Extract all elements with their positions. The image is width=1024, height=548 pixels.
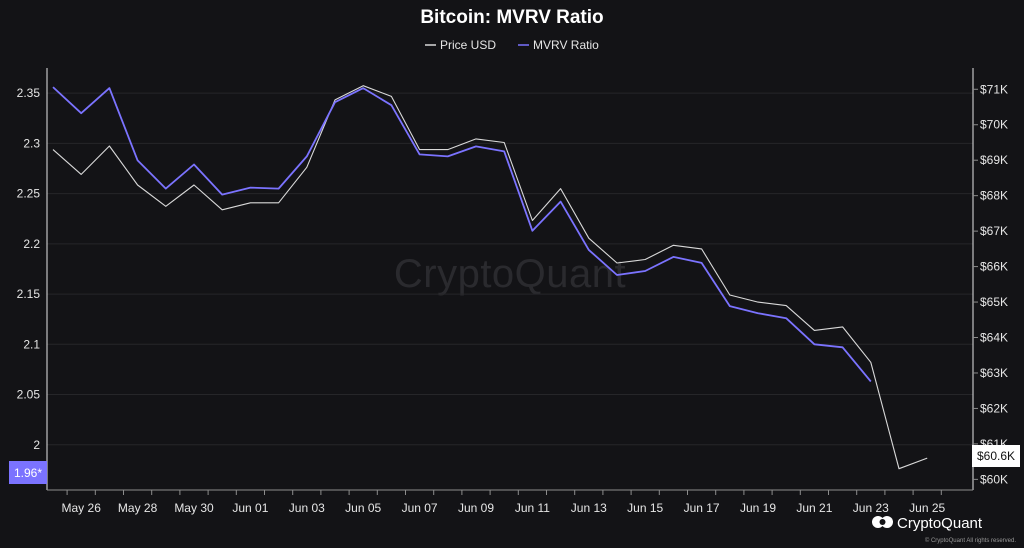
chart-title: Bitcoin: MVRV Ratio	[420, 7, 603, 28]
x-tick-label: May 30	[174, 501, 214, 515]
left-tick-label: 2.2	[23, 237, 40, 251]
right-tick-label: $68K	[980, 189, 1008, 203]
x-tick-label: Jun 23	[853, 501, 889, 515]
grid-lines	[47, 92, 973, 446]
right-value-badge: $60.6K	[972, 445, 1020, 467]
brand: CryptoQuant © CryptoQuant All rights res…	[872, 515, 1016, 544]
x-tick-label: Jun 13	[571, 501, 607, 515]
left-tick-label: 2.05	[17, 388, 41, 402]
x-tick-label: Jun 21	[796, 501, 832, 515]
brand-copyright: © CryptoQuant All rights reserved.	[925, 537, 1016, 544]
x-tick-label: Jun 19	[740, 501, 776, 515]
mvrv-ratio-line	[52, 86, 872, 383]
x-tick-label: Jun 05	[345, 501, 381, 515]
x-tick-label: Jun 11	[515, 501, 550, 515]
legend-label-price: Price USD	[440, 38, 496, 52]
legend-label-mvrv: MVRV Ratio	[533, 38, 599, 52]
right-tick-label: $62K	[980, 401, 1008, 415]
brand-name: CryptoQuant	[897, 515, 983, 532]
x-tick-label: May 28	[118, 501, 158, 515]
right-tick-label: $66K	[980, 260, 1008, 274]
price-usd-line	[52, 85, 928, 470]
left-badge-bg	[9, 461, 47, 484]
cryptoquant-logo-icon	[872, 516, 893, 528]
right-tick-label: $70K	[980, 118, 1008, 132]
left-tick-label: 2	[33, 438, 40, 452]
x-tick-label: Jun 01	[232, 501, 268, 515]
right-tick-label: $67K	[980, 224, 1008, 238]
right-tick-label: $64K	[980, 331, 1008, 345]
x-axis-ticks: May 26 May 28 May 30 Jun 01 Jun 03 Jun 05 Jun …	[62, 490, 946, 515]
right-tick-label: $71K	[980, 82, 1008, 96]
right-tick-label: $69K	[980, 153, 1008, 167]
left-tick-label: 2.15	[17, 287, 41, 301]
x-tick-label: Jun 15	[627, 501, 663, 515]
left-tick-label: 2.1	[23, 337, 40, 351]
right-tick-label: $63K	[980, 366, 1008, 380]
right-badge-bg	[972, 445, 1020, 467]
left-axis-ticks: 2 2.05 2.1 2.15 2.2 2.25 2.3 2.35	[17, 86, 41, 452]
left-value-badge: 1.96*	[9, 461, 47, 484]
x-tick-label: May 26	[62, 501, 102, 515]
right-tick-label: $60K	[980, 472, 1008, 486]
left-tick-label: 2.35	[17, 86, 41, 100]
left-tick-label: 2.25	[17, 187, 41, 201]
x-tick-label: Jun 07	[402, 501, 438, 515]
series-lines	[52, 85, 928, 470]
right-tick-label: $65K	[980, 295, 1008, 309]
x-tick-label: Jun 25	[909, 501, 945, 515]
left-tick-label: 2.3	[23, 136, 40, 150]
right-axis-ticks: $60K$61K$62K$63K$64K$65K$66K$67K$68K$69K…	[973, 82, 1008, 486]
x-tick-label: Jun 17	[684, 501, 720, 515]
right-badge-text: $60.6K	[977, 449, 1015, 463]
left-badge-text: 1.96*	[14, 466, 42, 480]
watermark: CryptoQuant	[394, 252, 626, 296]
x-tick-label: Jun 03	[289, 501, 325, 515]
x-tick-label: Jun 09	[458, 501, 494, 515]
legend: Price USD MVRV Ratio	[425, 38, 599, 52]
